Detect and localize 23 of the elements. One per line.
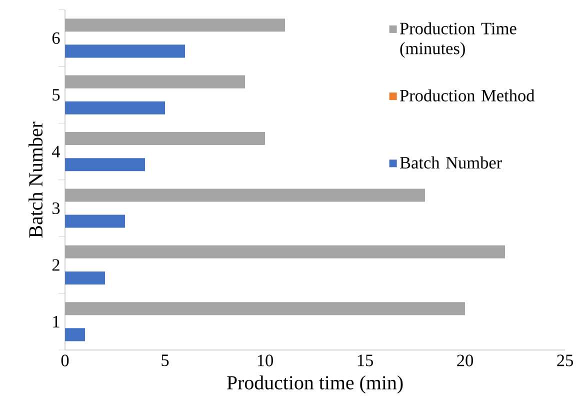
- bar: [65, 271, 106, 284]
- x-tick-label: 15: [358, 354, 373, 366]
- bar: [65, 328, 86, 342]
- x-tick-label: 20: [457, 354, 474, 366]
- x-tick-label: 0: [61, 354, 69, 366]
- y-tick-label: 5: [52, 89, 60, 101]
- legend-label: Batch Number: [400, 156, 502, 169]
- y-tick-label: 2: [52, 259, 60, 271]
- y-tick-label: 6: [52, 32, 60, 44]
- bar: [65, 214, 126, 228]
- bar: [65, 101, 166, 114]
- y-axis-title: Batch Number: [28, 122, 43, 238]
- y-tick-label: 3: [52, 202, 60, 214]
- x-axis-title: Production time (min): [227, 375, 403, 394]
- x-tick-label: 5: [162, 354, 169, 366]
- x-tick-label: 25: [557, 354, 573, 366]
- x-tick-label: 10: [258, 354, 273, 366]
- legend-label: Production Method: [400, 89, 535, 102]
- legend-label: Production Time (minutes): [400, 22, 516, 58]
- bar: [65, 158, 146, 172]
- bar: [65, 44, 186, 58]
- y-tick-label: 4: [52, 146, 60, 158]
- y-tick-label: 1: [53, 316, 60, 328]
